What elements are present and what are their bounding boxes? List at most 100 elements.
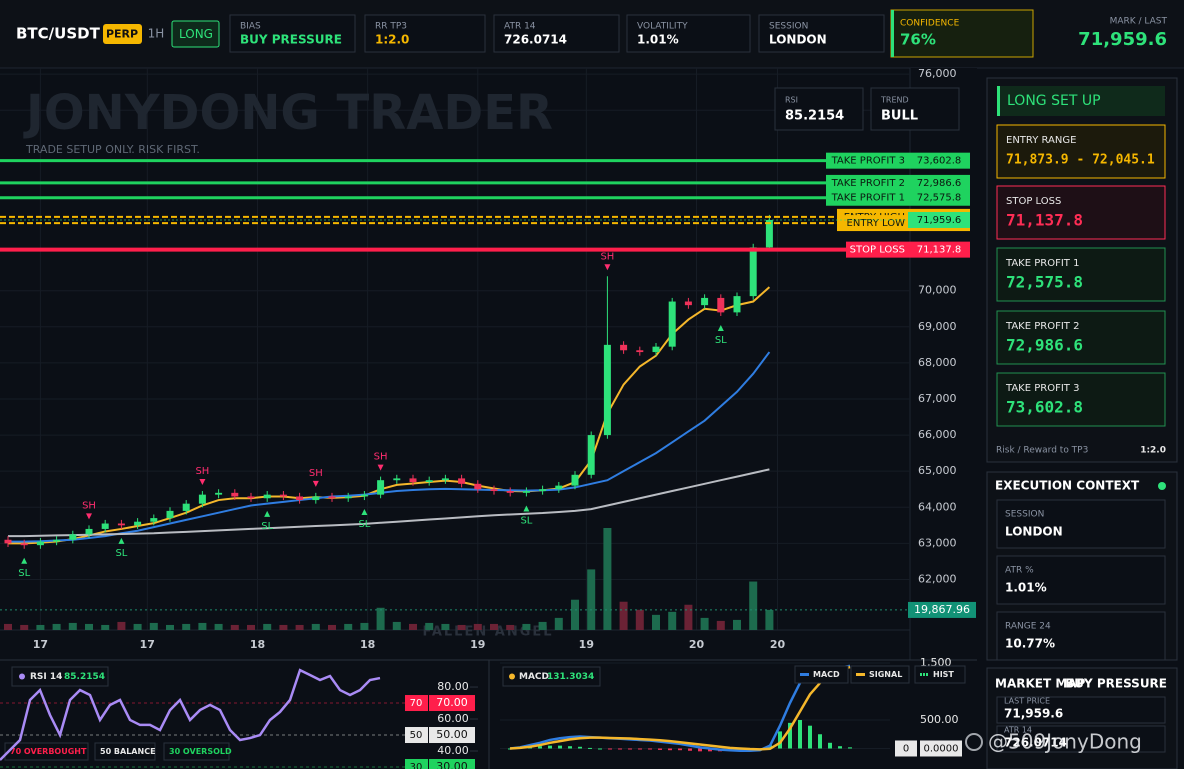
candle-body xyxy=(555,485,563,490)
setup-title: LONG SET UP xyxy=(1007,93,1101,109)
y-tick-label: 70,000 xyxy=(918,284,957,297)
volume-bar xyxy=(571,599,579,630)
macd-zero-box xyxy=(920,740,962,757)
macd-hist-bar xyxy=(788,722,792,749)
x-tick-label: 20 xyxy=(770,638,786,651)
stat-label: ATR 14 xyxy=(504,22,536,32)
level-value: 72,575.8 xyxy=(917,193,962,204)
info-value: 85.2154 xyxy=(785,109,844,124)
volume-bar xyxy=(133,623,142,630)
swing-low-arrow xyxy=(118,537,125,544)
macd-hist-bar xyxy=(588,747,592,749)
last-price-label: 71,959.6 xyxy=(917,215,962,226)
context-label: ATR % xyxy=(1005,566,1034,576)
candle-body xyxy=(587,435,595,475)
map-title: MARKET MAP xyxy=(995,677,1086,691)
candle-body xyxy=(344,496,352,499)
level-name-box xyxy=(826,174,908,191)
swing-high-arrow xyxy=(604,264,611,271)
candle-body xyxy=(360,494,368,497)
confidence-value: 76% xyxy=(900,31,936,49)
rsi-tick-label: 60.00 xyxy=(437,712,469,725)
swing-low-arrow xyxy=(264,510,271,517)
setup-card-value: 72,986.6 xyxy=(1006,336,1083,355)
volume-bar xyxy=(700,617,709,630)
stat-box xyxy=(758,14,885,53)
info-label: RSI xyxy=(785,96,798,105)
rsi-tick-label: 80.00 xyxy=(437,680,469,693)
swing-low-label: SL xyxy=(261,521,273,532)
macd-hist-bar xyxy=(618,748,622,750)
volume-bar xyxy=(716,620,725,630)
rsi-legend-box xyxy=(94,742,156,761)
rsi-level-label: 70.00 xyxy=(436,696,468,709)
moving-average xyxy=(8,286,771,545)
level-value: 72,986.6 xyxy=(917,178,962,189)
swing-low-label: SL xyxy=(18,568,30,579)
macd-line xyxy=(509,664,851,753)
candle-body xyxy=(117,523,125,526)
symbol: BTC/USDT xyxy=(16,25,101,43)
candle-body xyxy=(636,350,644,353)
macd-hist-bar xyxy=(538,746,542,749)
x-tick-label: 17 xyxy=(140,638,155,651)
watermark-icon xyxy=(965,733,983,751)
context-label: RANGE 24 xyxy=(1005,622,1051,632)
level-name-box xyxy=(826,189,908,206)
level-value-box xyxy=(908,174,970,191)
setup-card xyxy=(996,124,1166,179)
candle-body xyxy=(182,503,190,511)
candle-body xyxy=(603,344,611,436)
candle-body xyxy=(441,478,449,481)
candle-body xyxy=(150,518,158,522)
candle-body xyxy=(522,491,530,493)
volume-label: 19,867.96 xyxy=(914,603,970,616)
y-tick-label: 76,000 xyxy=(918,67,957,80)
volume-bar xyxy=(344,623,353,630)
y-tick-label: 65,000 xyxy=(918,464,957,477)
macd-hist-bar xyxy=(848,747,852,749)
volume-tag xyxy=(908,601,976,618)
level-value-box xyxy=(908,152,970,169)
rsi-tag: 50 xyxy=(410,730,423,741)
volume-bar xyxy=(733,619,741,630)
volume-bar xyxy=(652,614,660,630)
candle-body xyxy=(409,478,417,483)
setup-card-value: 71,137.8 xyxy=(1006,211,1083,230)
setup-card-label: ENTRY RANGE xyxy=(1006,135,1076,146)
candle-body xyxy=(166,510,174,519)
swing-low-arrow xyxy=(21,557,28,564)
y-tick-label: 69,000 xyxy=(918,320,957,333)
macd-hist-bar xyxy=(828,742,832,749)
macd-hist-bar xyxy=(508,748,512,750)
context-title: EXECUTION CONTEXT xyxy=(995,479,1140,493)
stat-value: 1.01% xyxy=(637,33,679,47)
level-name-box xyxy=(826,152,908,169)
level-value: 71,137.8 xyxy=(917,245,962,256)
candle-body xyxy=(490,489,498,492)
volume-bar xyxy=(635,609,644,630)
map-card xyxy=(996,725,1166,753)
candle-body xyxy=(765,219,773,248)
stat-label: SESSION xyxy=(769,22,808,32)
macd-hist-bar xyxy=(808,725,812,749)
macd-hist-bar xyxy=(598,748,602,750)
candle-body xyxy=(263,494,271,499)
volume-bar xyxy=(684,604,693,630)
stat-box xyxy=(229,14,356,53)
y-tick-label: 66,000 xyxy=(918,428,957,441)
mark-label: MARK / LAST xyxy=(1110,17,1168,27)
macd-title: MACD xyxy=(519,672,549,682)
macd-hist-bar xyxy=(688,748,692,751)
swing-high-label: SH xyxy=(82,500,96,511)
y-tick-label: 62,000 xyxy=(918,572,957,585)
volume-bar xyxy=(36,624,45,630)
macd-tick-label: 500.00 xyxy=(920,713,959,726)
context-card xyxy=(996,611,1166,661)
context-value: 1.01% xyxy=(1005,581,1047,595)
stat-value: 726.0714 xyxy=(504,33,567,47)
level-name: TAKE PROFIT 1 xyxy=(831,193,905,204)
watermark: @509JonyDong xyxy=(988,730,1142,754)
rsi-legend-box xyxy=(4,742,89,761)
